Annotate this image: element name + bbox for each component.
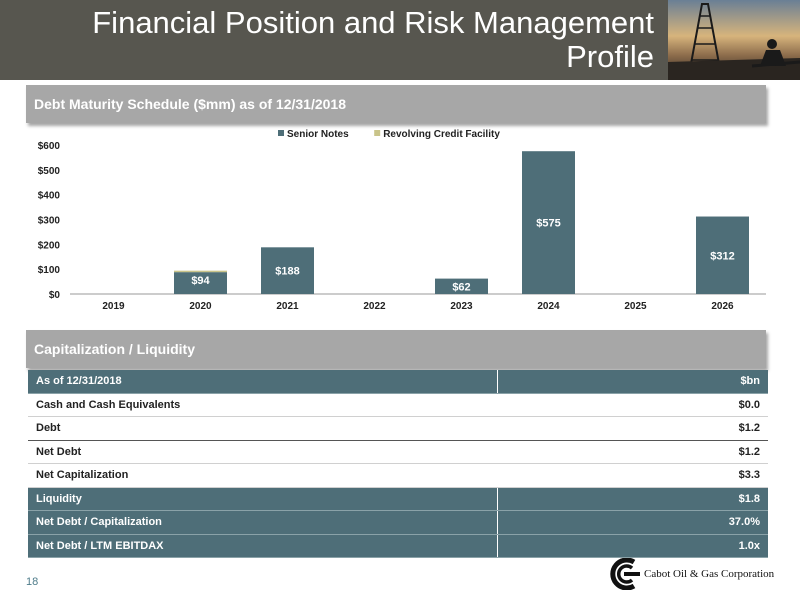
bar-senior-notes (174, 272, 227, 294)
row-value: $3.3 (497, 463, 768, 488)
y-tick-label: $300 (38, 216, 61, 227)
bar-senior-notes (696, 216, 749, 294)
data-label: $62 (452, 282, 470, 294)
x-tick-label: 2020 (189, 301, 212, 312)
debt-maturity-header: Debt Maturity Schedule ($mm) as of 12/31… (26, 85, 766, 123)
drilling-rig-photo (668, 0, 800, 80)
y-tick-label: $100 (38, 265, 61, 276)
data-label: $94 (191, 275, 210, 287)
y-tick-label: $200 (38, 240, 61, 251)
as-of-date-label: As of 12/31/2018 (28, 370, 498, 394)
page-title-line-2: Profile (566, 39, 654, 74)
bar-senior-notes (435, 278, 488, 294)
row-value: $1.2 (497, 416, 768, 441)
x-tick-label: 2023 (450, 301, 473, 312)
data-label: $575 (536, 218, 560, 230)
table-row-net-debt-ebitdax: Net Debt / LTM EBITDAX 1.0x (28, 534, 768, 558)
page-title: Financial Position and Risk Management P… (14, 6, 654, 74)
row-value: $1.8 (497, 487, 768, 511)
row-label: Debt (28, 416, 498, 441)
x-tick-label: 2019 (102, 301, 125, 312)
title-bar: Financial Position and Risk Management P… (0, 0, 668, 80)
x-tick-label: 2021 (276, 301, 299, 312)
legend-label: Revolving Credit Facility (383, 129, 500, 140)
legend-label: Senior Notes (287, 129, 349, 140)
company-name: Cabot Oil & Gas Corporation (644, 568, 775, 580)
data-label: $312 (710, 250, 734, 262)
y-tick-label: $600 (38, 141, 61, 152)
table-row-net-capitalization: Net Capitalization $3.3 (28, 463, 768, 488)
row-value: 1.0x (497, 534, 768, 558)
row-value: 37.0% (497, 510, 768, 535)
capitalization-table: As of 12/31/2018 $bn Cash and Cash Equiv… (28, 370, 768, 558)
table-row-cash: Cash and Cash Equivalents $0.0 (28, 393, 768, 417)
legend-swatch (374, 130, 381, 136)
row-value: $1.2 (497, 440, 768, 464)
data-label: $188 (275, 266, 299, 278)
debt-maturity-chart: $0 $100 $200 $300 $400 $500 $600 2019 2020 $94 202… (26, 126, 774, 316)
x-tick-label: 2022 (363, 301, 386, 312)
row-label: Net Capitalization (28, 463, 498, 488)
y-tick-label: $0 (49, 290, 61, 301)
cabot-logo-icon (610, 557, 640, 591)
bar-senior-notes (261, 247, 314, 294)
y-tick-label: $400 (38, 191, 61, 202)
page-title-line-1: Financial Position and Risk Management (92, 5, 654, 40)
table-row-debt: Debt $1.2 (28, 416, 768, 441)
x-tick-label: 2024 (537, 301, 560, 312)
row-label: Net Debt / LTM EBITDAX (28, 534, 498, 558)
page-number: 18 (26, 576, 39, 588)
capitalization-liquidity-header: Capitalization / Liquidity (26, 330, 766, 368)
bar-senior-notes (522, 151, 575, 294)
y-tick-label: $500 (38, 166, 61, 177)
table-header-row: As of 12/31/2018 $bn (28, 370, 768, 394)
table-row-net-debt: Net Debt $1.2 (28, 440, 768, 464)
row-label: Cash and Cash Equivalents (28, 393, 498, 417)
row-label: Liquidity (28, 487, 498, 511)
row-value: $0.0 (497, 393, 768, 417)
row-label: Net Debt / Capitalization (28, 510, 498, 535)
table-row-net-debt-capitalization: Net Debt / Capitalization 37.0% (28, 510, 768, 535)
legend-swatch (278, 130, 284, 136)
company-logo: Cabot Oil & Gas Corporation (608, 557, 798, 591)
x-tick-label: 2026 (711, 301, 734, 312)
row-label: Net Debt (28, 440, 498, 464)
bar-revolving-credit-facility (174, 270, 227, 273)
x-tick-label: 2025 (624, 301, 647, 312)
table-row-liquidity: Liquidity $1.8 (28, 487, 768, 511)
unit-label: $bn (497, 370, 768, 394)
